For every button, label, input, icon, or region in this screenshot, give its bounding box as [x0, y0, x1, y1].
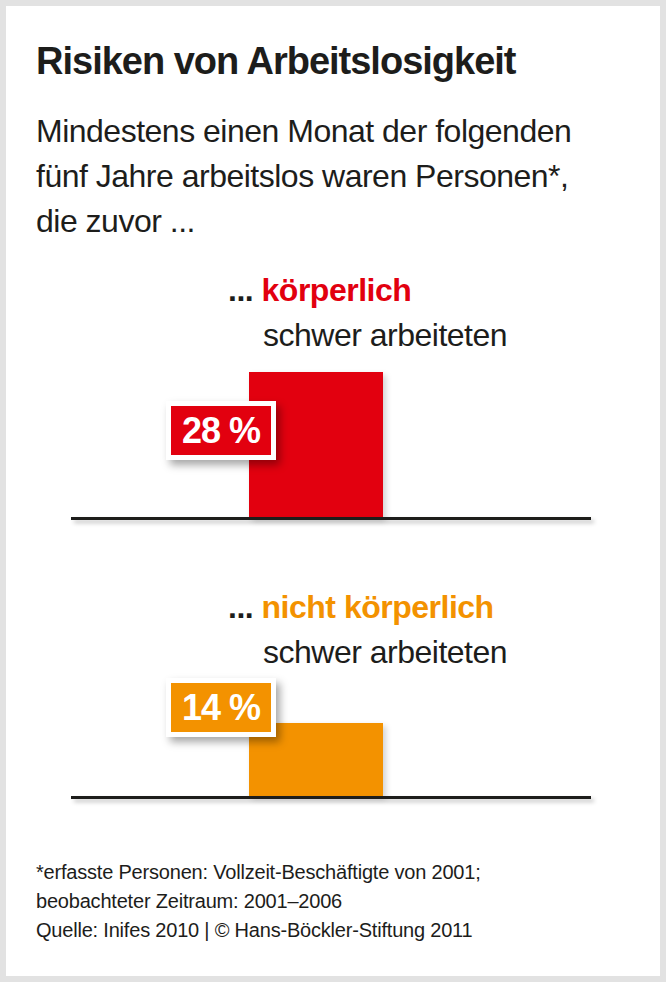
- ellipsis-text: ...: [228, 272, 253, 308]
- category-line1: ... nicht körperlich: [228, 585, 507, 630]
- subtitle-line: fünf Jahre arbeitslos waren Personen*,: [36, 154, 571, 199]
- value-box-koerperlich: 28 %: [166, 401, 276, 460]
- category-label-nicht-koerperlich: ... nicht körperlich schwer arbeiteten: [228, 585, 507, 675]
- source-line: Quelle: Inifes 2010 | © Hans-Böckler-Sti…: [36, 916, 481, 945]
- category-line2: schwer arbeiteten: [228, 630, 507, 675]
- ellipsis-text: ...: [228, 589, 253, 625]
- subtitle-line: die zuvor ...: [36, 199, 571, 244]
- category-line1: ... körperlich: [228, 268, 507, 313]
- value-text-koerperlich: 28 %: [182, 410, 260, 452]
- value-box-nicht-koerperlich: 14 %: [166, 678, 276, 737]
- footnote-line: *erfasste Personen: Vollzeit-Beschäftigt…: [36, 858, 481, 887]
- subtitle: Mindestens einen Monat der folgenden fün…: [36, 109, 571, 244]
- subtitle-line: Mindestens einen Monat der folgenden: [36, 109, 571, 154]
- category-highlight-nicht-koerperlich: nicht körperlich: [262, 589, 494, 625]
- footnote: *erfasste Personen: Vollzeit-Beschäftigt…: [36, 858, 481, 945]
- footnote-line: beobachteter Zeitraum: 2001–2006: [36, 887, 481, 916]
- page-title: Risiken von Arbeitslosigkeit: [36, 40, 516, 83]
- infographic-page: Risiken von Arbeitslosigkeit Mindestens …: [0, 0, 666, 982]
- baseline-koerperlich: [71, 517, 591, 520]
- baseline-nicht-koerperlich: [71, 796, 591, 799]
- value-text-nicht-koerperlich: 14 %: [182, 687, 260, 729]
- category-highlight-koerperlich: körperlich: [262, 272, 412, 308]
- category-label-koerperlich: ... körperlich schwer arbeiteten: [228, 268, 507, 358]
- category-line2: schwer arbeiteten: [228, 313, 507, 358]
